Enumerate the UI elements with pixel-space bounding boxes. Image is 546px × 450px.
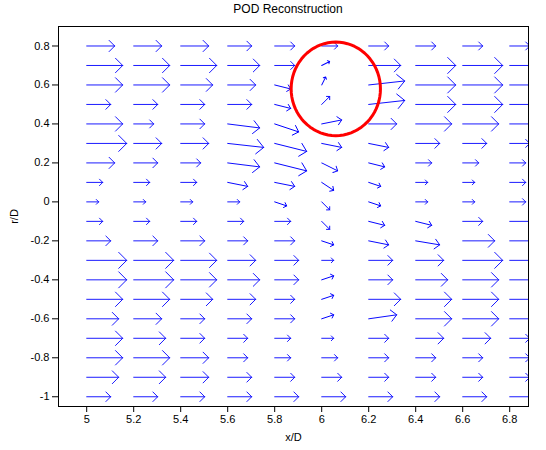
svg-text:6.6: 6.6 [455,413,470,425]
svg-text:0.8: 0.8 [34,40,49,52]
svg-text:-0.8: -0.8 [31,351,50,363]
svg-text:0.2: 0.2 [34,156,49,168]
svg-text:6: 6 [319,413,325,425]
svg-text:5.6: 5.6 [220,413,235,425]
svg-text:x/D: x/D [285,431,302,443]
svg-text:r/D: r/D [8,209,20,224]
svg-text:5: 5 [84,413,90,425]
svg-text:0.4: 0.4 [34,117,49,129]
svg-text:-0.2: -0.2 [31,234,50,246]
svg-text:5.8: 5.8 [267,413,282,425]
svg-text:5.2: 5.2 [126,413,141,425]
svg-text:5.4: 5.4 [173,413,188,425]
svg-text:6.4: 6.4 [408,413,423,425]
svg-text:0.6: 0.6 [34,78,49,90]
svg-text:-0.6: -0.6 [31,312,50,324]
svg-text:6.8: 6.8 [502,413,517,425]
html-text:POD Reconstruction: POD Reconstruction [233,2,343,16]
svg-text:-1: -1 [40,390,50,402]
svg-text:6.2: 6.2 [361,413,376,425]
svg-text:0: 0 [43,195,49,207]
svg-text:-0.4: -0.4 [31,273,50,285]
